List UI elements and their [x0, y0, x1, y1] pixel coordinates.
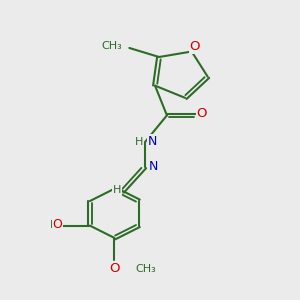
Text: N: N [149, 160, 158, 173]
Text: O: O [197, 107, 207, 120]
Text: O: O [189, 40, 200, 53]
Text: CH₃: CH₃ [135, 264, 156, 274]
Text: O: O [110, 262, 120, 275]
Text: CH₃: CH₃ [101, 41, 122, 51]
Text: N: N [148, 135, 158, 148]
Text: O: O [53, 218, 62, 231]
Text: H: H [50, 220, 58, 230]
Text: H: H [135, 137, 143, 147]
Text: H: H [112, 185, 121, 195]
